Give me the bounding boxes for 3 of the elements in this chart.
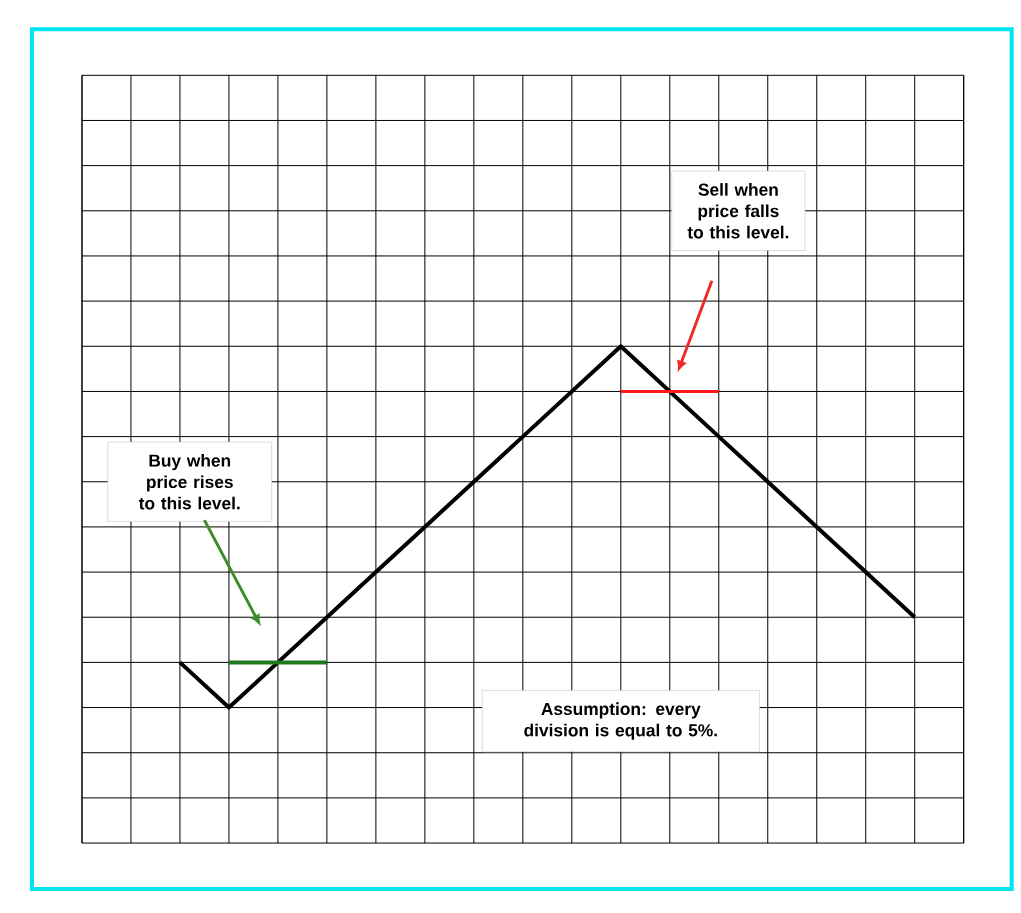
annotation: Assumption: every division is equal to 5%. — [524, 702, 717, 740]
annotation: Buy when price rises to this level. — [138, 454, 240, 510]
text: Sell when price falls to this level. — [687, 183, 789, 239]
